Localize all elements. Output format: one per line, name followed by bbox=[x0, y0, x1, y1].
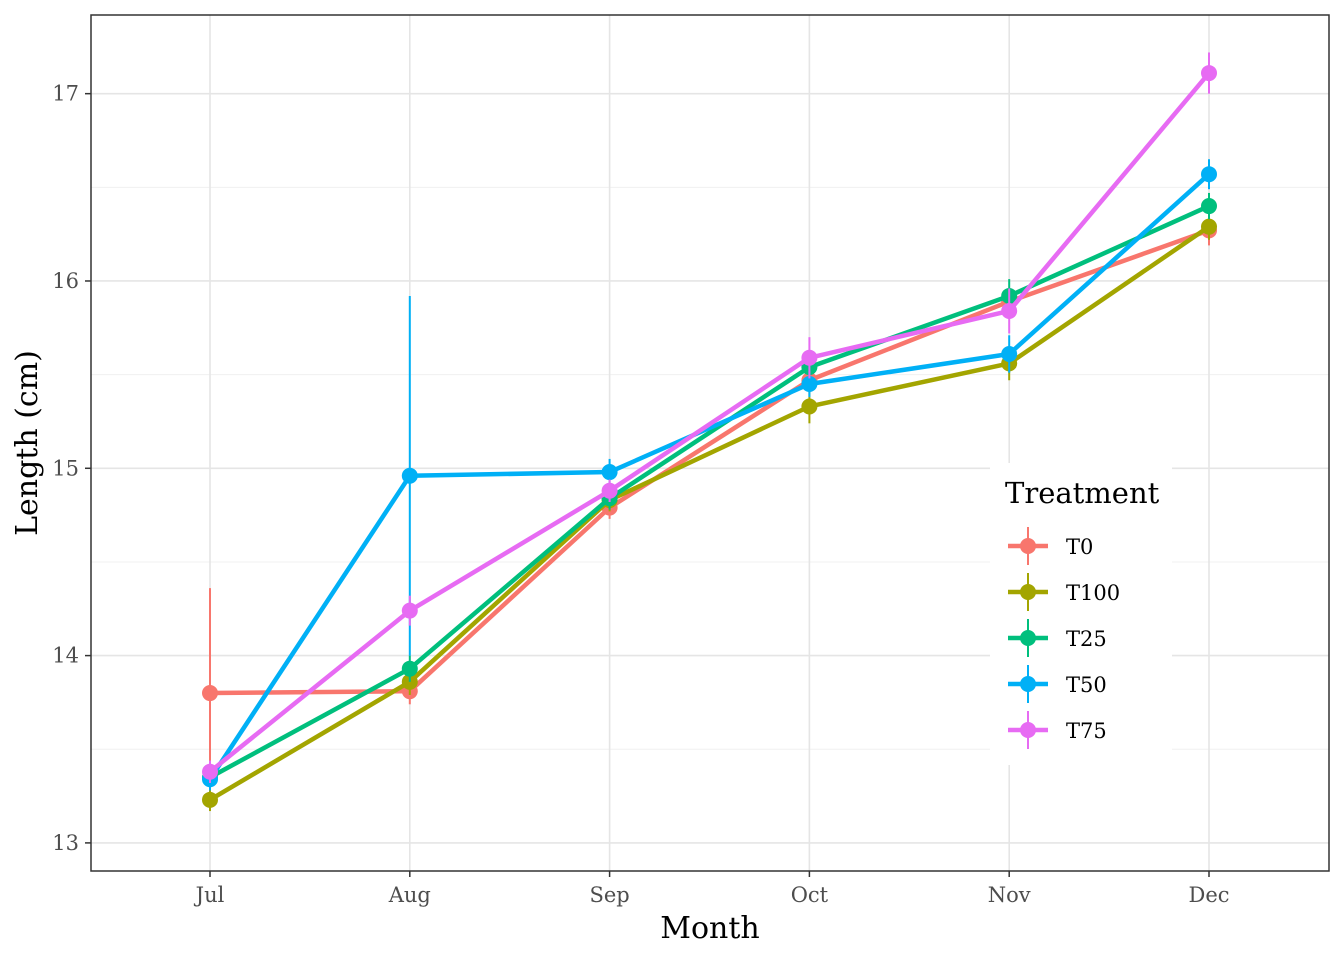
data-point-t75 bbox=[401, 602, 418, 619]
data-point-t100 bbox=[1201, 218, 1217, 235]
data-point-t100 bbox=[202, 791, 218, 808]
data-point-t25 bbox=[1201, 198, 1217, 215]
series-line-t50 bbox=[208, 172, 1211, 781]
legend-key-point bbox=[1020, 676, 1036, 692]
series-line-t0 bbox=[209, 228, 1210, 696]
data-point-t50 bbox=[1001, 346, 1018, 363]
legend-label-t75: T75 bbox=[1066, 719, 1107, 743]
data-point-t75 bbox=[202, 763, 218, 780]
x-tick-label-jul: Jul bbox=[194, 883, 225, 907]
legend-key-point bbox=[1020, 538, 1036, 554]
legend-label-t100: T100 bbox=[1066, 581, 1120, 605]
legend-label-t25: T25 bbox=[1066, 627, 1107, 651]
legend-key-point bbox=[1020, 584, 1036, 600]
data-point-t50 bbox=[401, 467, 418, 484]
panel-border bbox=[90, 14, 1330, 872]
data-point-t100 bbox=[801, 398, 818, 415]
x-tick-label-oct: Oct bbox=[791, 883, 829, 907]
y-tick-label: 13 bbox=[52, 831, 79, 855]
y-tick-label: 17 bbox=[52, 82, 79, 106]
data-point-t75 bbox=[601, 482, 618, 499]
y-axis-title: Length (cm) bbox=[10, 350, 45, 536]
data-point-t25 bbox=[401, 660, 418, 677]
axis-layer: 13 14 15 16 17 Jul Aug Sep Oct Nov Dec bbox=[52, 82, 1229, 907]
legend-key-t25: T25 bbox=[1008, 619, 1107, 657]
legend-key-t50: T50 bbox=[1008, 665, 1107, 703]
data-point-t75 bbox=[1201, 65, 1217, 82]
legend: Treatment T0 T100 T25 T50 T75 bbox=[990, 463, 1172, 765]
legend-label-t0: T0 bbox=[1066, 535, 1093, 559]
series-line-t75 bbox=[208, 71, 1211, 774]
legend-key-t75: T75 bbox=[1008, 711, 1107, 749]
y-tick-label: 15 bbox=[52, 456, 79, 480]
legend-background bbox=[990, 463, 1172, 765]
data-point-t50 bbox=[1201, 166, 1217, 183]
x-tick-label-sep: Sep bbox=[589, 883, 629, 907]
legend-key-point bbox=[1020, 630, 1036, 646]
data-point-t0 bbox=[202, 685, 218, 702]
series-line-t25 bbox=[208, 204, 1210, 780]
x-tick-label-aug: Aug bbox=[388, 883, 431, 907]
y-tick-label: 14 bbox=[52, 644, 79, 668]
y-tick-label: 16 bbox=[52, 269, 79, 293]
series-line-t100 bbox=[208, 224, 1211, 802]
legend-key-t0: T0 bbox=[1008, 527, 1093, 565]
legend-label-t50: T50 bbox=[1066, 673, 1107, 697]
series-t75 bbox=[202, 52, 1217, 783]
data-point-t50 bbox=[801, 375, 818, 392]
x-tick-label-nov: Nov bbox=[988, 883, 1031, 907]
legend-key-t100: T100 bbox=[1008, 573, 1120, 611]
data-point-t75 bbox=[801, 349, 818, 366]
series-layer bbox=[202, 52, 1217, 812]
legend-title: Treatment bbox=[1005, 476, 1160, 510]
x-tick-label-dec: Dec bbox=[1188, 883, 1229, 907]
x-axis-title: Month bbox=[660, 911, 759, 946]
legend-key-point bbox=[1020, 722, 1036, 738]
data-point-t75 bbox=[1001, 302, 1018, 319]
data-point-t50 bbox=[601, 464, 618, 481]
